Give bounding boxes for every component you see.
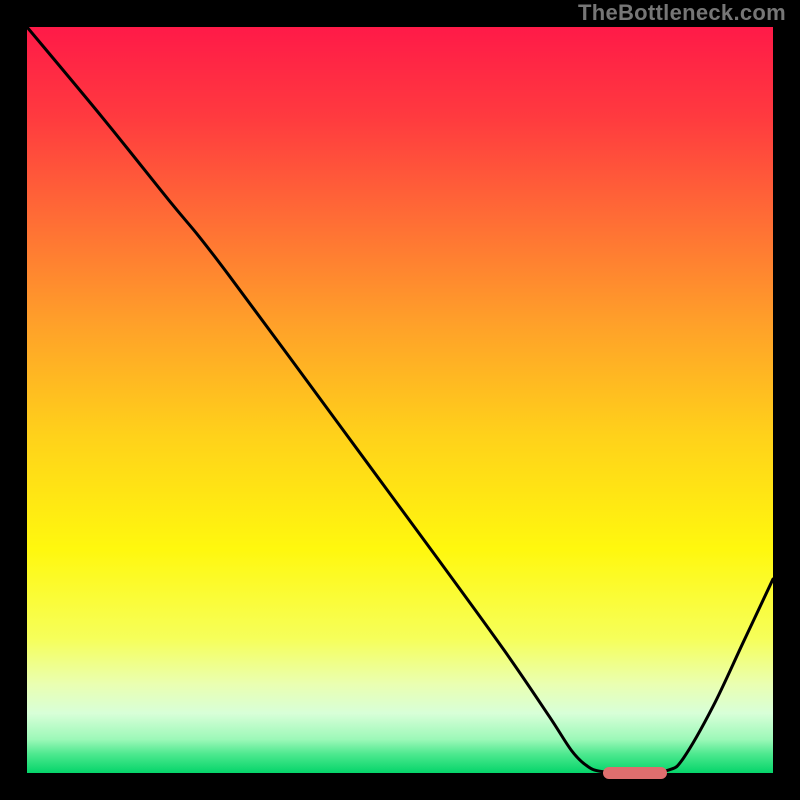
watermark-text: TheBottleneck.com [578,0,786,26]
chart-background [27,27,773,773]
chart-frame: TheBottleneck.com [0,0,800,800]
optimal-marker [603,767,666,779]
chart-plot [27,27,773,773]
